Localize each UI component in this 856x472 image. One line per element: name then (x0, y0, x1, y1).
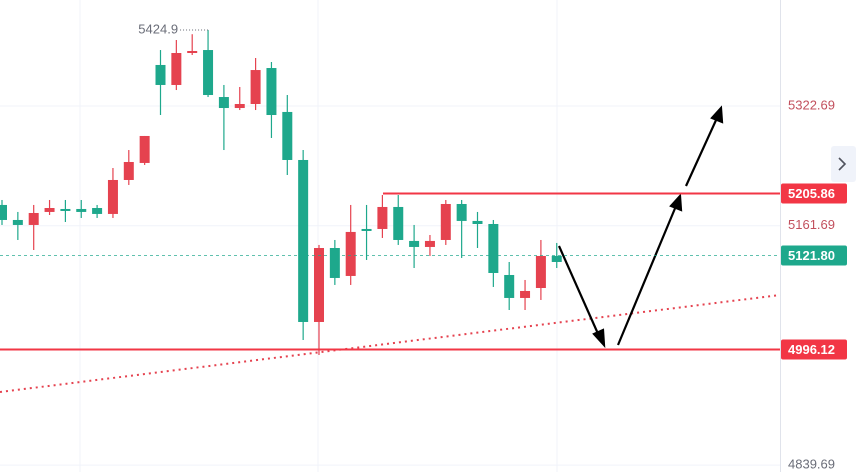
candle-body (107, 179, 118, 214)
price-level-label: 4996.12 (788, 342, 835, 357)
candle-body (139, 135, 150, 163)
candle-body (60, 208, 71, 211)
candle-body (250, 70, 261, 105)
candle-body (266, 68, 277, 116)
candle-body (329, 248, 340, 278)
arrow-head (710, 105, 724, 124)
arrow (616, 205, 678, 346)
candles (0, 30, 780, 466)
time-grid (79, 0, 558, 472)
price-level-badge (781, 339, 847, 360)
chevron-icon (838, 157, 847, 171)
trend-line (0, 294, 781, 393)
candle-body (314, 248, 324, 322)
y-tick-label: 5161.69 (788, 217, 835, 232)
candle-body (203, 50, 214, 96)
arrow (557, 245, 601, 337)
candle-body (535, 255, 546, 289)
candle-body (155, 64, 166, 85)
candle-body (187, 50, 198, 54)
candle-body (28, 212, 39, 225)
forecast-arrows (557, 105, 724, 349)
price-level-label: 5121.80 (788, 248, 835, 263)
candle-body (551, 255, 562, 262)
candle-body (298, 159, 309, 322)
candle-body (218, 97, 229, 109)
candle-body (282, 111, 293, 160)
scroll-button-bg[interactable] (831, 146, 856, 182)
candle-body (123, 161, 134, 180)
arrow-head (592, 328, 606, 349)
y-tick-label: 5322.69 (788, 97, 835, 112)
candle-body (44, 208, 55, 212)
candle-body (76, 208, 87, 212)
candle-body (171, 53, 182, 85)
candle-body (234, 104, 245, 109)
candle-body (92, 208, 103, 214)
arrow-head (669, 193, 683, 212)
candle-body (345, 231, 356, 276)
candle-body (456, 203, 467, 221)
arrow (684, 117, 719, 187)
candle-body (520, 290, 531, 298)
candle-body (0, 204, 7, 220)
high-label: 5424.9 (138, 21, 178, 36)
candle-body (504, 274, 515, 298)
candle-body (377, 206, 388, 229)
candle-body (409, 240, 420, 247)
candle-body (488, 223, 499, 273)
candle-body (393, 206, 404, 240)
candle-body (472, 220, 483, 224)
candle-body (361, 228, 372, 231)
price-level-badge (781, 245, 847, 266)
scroll-button[interactable] (831, 146, 856, 182)
candle-body (424, 240, 435, 247)
candle-body (440, 203, 451, 240)
price-level-label: 5205.86 (788, 186, 835, 201)
price-level-badge (781, 183, 847, 204)
y-tick-label: 4839.69 (788, 457, 835, 472)
candle-body (12, 219, 23, 225)
